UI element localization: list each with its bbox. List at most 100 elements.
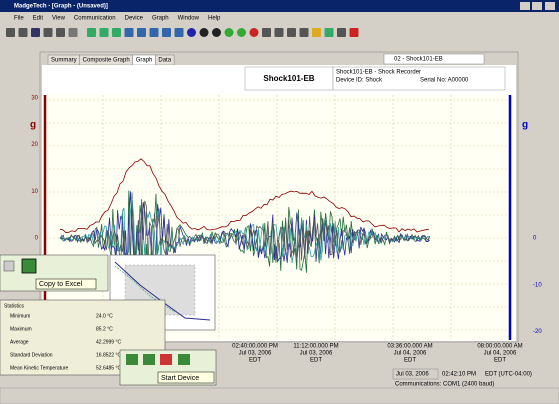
menu-item[interactable]: Communication <box>74 16 116 22</box>
stat-label: Standard Deviation <box>10 352 53 358</box>
toolbar-button[interactable] <box>237 28 246 37</box>
icon <box>3 260 15 272</box>
toolbar-button[interactable] <box>87 28 96 37</box>
toolbar-button[interactable] <box>18 28 28 37</box>
menu-item[interactable]: Device <box>125 16 144 22</box>
stat-label: Minimum <box>10 313 30 319</box>
envelope <box>59 158 430 234</box>
stat-value: 42.2999 °C <box>96 339 121 345</box>
toolbar-icon[interactable] <box>178 354 190 365</box>
toolbar-button[interactable] <box>124 28 134 37</box>
toolbar-button[interactable] <box>43 28 53 37</box>
copy-tooltip: Copy to Excel <box>39 281 83 288</box>
toolbar-button[interactable] <box>212 28 221 37</box>
x-tick-label: EDT <box>494 358 506 364</box>
header-info-box <box>332 66 506 91</box>
device-name: Shock101-EB <box>263 74 314 83</box>
tab-label: Data <box>158 58 171 64</box>
serial-number: Serial No: A00000 <box>420 78 469 84</box>
stat-label: Average <box>10 339 29 345</box>
left-tick-label: 30 <box>31 95 38 101</box>
status-zone: EDT (UTC-04:00) <box>485 372 532 378</box>
menu-item[interactable]: View <box>52 16 66 22</box>
right-tick-label: -20 <box>533 329 542 335</box>
toolbar-button[interactable] <box>6 28 15 37</box>
close-button[interactable] <box>545 2 555 10</box>
tab-label: Summary <box>51 58 77 64</box>
x-tick-label: Jul 04, 2006 <box>484 351 517 357</box>
toolbar-button[interactable] <box>287 28 296 37</box>
title-bar <box>0 0 559 12</box>
toolbar-button[interactable] <box>312 28 321 37</box>
x-tick-label: 11:12:00.000 PM <box>293 344 338 350</box>
device-select: 02 - Shock101-EB <box>394 57 443 63</box>
toolbar <box>6 28 359 37</box>
toolbar-button[interactable] <box>31 28 40 37</box>
left-tick-label: 0 <box>35 236 39 242</box>
toolbar-button[interactable] <box>324 28 334 37</box>
x-tick-label: EDT <box>249 358 261 364</box>
tab-strip: Summary Composite Graph Graph Data <box>47 54 175 66</box>
menu-item[interactable]: File <box>14 16 24 22</box>
toolbar-button[interactable] <box>349 28 359 37</box>
toolbar-button[interactable] <box>199 28 209 37</box>
window-title: MadgeTech - [Graph - (Unsaved)] <box>14 4 108 10</box>
waveform <box>59 199 430 270</box>
tab-label: Graph <box>136 58 153 64</box>
x-tick-label: EDT <box>310 358 322 364</box>
status-bar <box>0 387 559 404</box>
right-unit: g <box>522 120 528 131</box>
toolbar-button[interactable] <box>137 28 146 37</box>
menu-item[interactable]: Edit <box>33 16 44 22</box>
maximize-button[interactable] <box>532 2 542 10</box>
toolbar-button[interactable] <box>187 28 196 37</box>
waveform <box>59 198 430 274</box>
device-id: Device ID: Shock <box>336 78 383 84</box>
stat-value: 16.8522 °C <box>96 352 121 358</box>
minimize-button[interactable] <box>520 2 530 10</box>
stat-label: Maximum <box>10 326 32 332</box>
toolbar-button[interactable] <box>68 28 78 37</box>
tooltip <box>157 371 215 384</box>
toolbar-button[interactable] <box>174 28 184 37</box>
toolbar-button[interactable] <box>112 28 121 37</box>
toolbar-button[interactable] <box>149 28 159 37</box>
statistics: Statistics Minimum 24.0 °C Maximum 85.2 °C Av… <box>4 303 121 371</box>
toolbar-button[interactable] <box>337 28 346 37</box>
start-button[interactable] <box>160 354 172 365</box>
toolbar-icon[interactable] <box>126 354 138 365</box>
right-tick-label: -10 <box>533 282 542 288</box>
toolbar-button[interactable] <box>299 28 309 37</box>
left-tick-label: 20 <box>31 142 38 148</box>
start-tooltip: Start Device <box>161 375 199 382</box>
toolbar-button[interactable] <box>56 28 65 37</box>
menu-item[interactable]: Window <box>178 16 200 22</box>
stat-value: 52.6485 °C <box>96 365 121 371</box>
menu-item[interactable]: Graph <box>152 16 169 22</box>
stat-label: Mean Kinetic Temperature <box>10 365 68 371</box>
device-dropdown[interactable] <box>383 53 485 65</box>
stat-value: 85.2 °C <box>96 326 113 332</box>
toolbar-button[interactable] <box>162 28 171 37</box>
toolbar-button[interactable] <box>249 28 259 37</box>
left-unit: g <box>30 120 36 131</box>
toolbar-icon[interactable] <box>143 354 155 365</box>
statistics-title: Statistics <box>4 303 25 309</box>
x-tick-label: Jul 03, 2006 <box>300 351 333 357</box>
toolbar-button[interactable] <box>224 28 234 37</box>
x-tick-label: 08:00:00.000 AM <box>477 344 522 350</box>
menu-item[interactable]: Help <box>208 16 221 22</box>
toolbar-button[interactable] <box>99 28 109 37</box>
device-model: Shock101-EB - Shock Recorder <box>336 70 421 76</box>
excel-button[interactable] <box>21 258 37 274</box>
x-tick-label: 02:40:00.000 PM <box>232 344 278 350</box>
left-tick-label: 10 <box>31 189 38 195</box>
toolbar-button[interactable] <box>274 28 284 37</box>
toolbar-button[interactable] <box>262 28 271 37</box>
x-tick-label: Jul 03, 2006 <box>239 351 272 357</box>
status-cell <box>392 368 439 380</box>
status-date: Jul 03, 2006 <box>396 372 429 378</box>
tab-label: Composite Graph <box>83 58 130 64</box>
status-comms: Communications: COM1 (2400 baud) <box>395 382 494 388</box>
